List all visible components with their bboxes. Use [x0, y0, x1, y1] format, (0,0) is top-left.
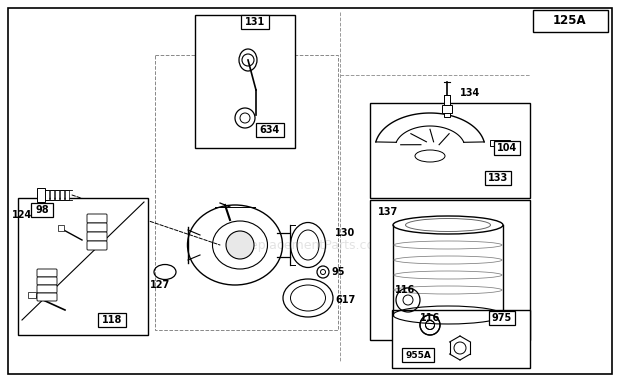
Bar	[533, 10, 608, 32]
Text: 617: 617	[335, 295, 355, 305]
Bar	[490, 140, 510, 146]
Text: 98: 98	[35, 205, 49, 215]
Bar	[370, 103, 530, 198]
Text: 975: 975	[492, 313, 512, 323]
Text: 130: 130	[335, 228, 355, 238]
FancyBboxPatch shape	[37, 277, 57, 285]
Text: 118: 118	[102, 315, 122, 325]
FancyBboxPatch shape	[87, 241, 107, 250]
Text: 124: 124	[12, 210, 32, 220]
Text: 104: 104	[497, 143, 517, 153]
Bar	[58, 225, 64, 231]
Text: 125A: 125A	[553, 15, 587, 28]
Text: 131: 131	[245, 17, 265, 27]
Bar	[402, 348, 434, 362]
Bar	[60, 190, 64, 200]
Bar	[444, 95, 450, 117]
Bar	[28, 292, 36, 298]
Ellipse shape	[226, 231, 254, 259]
Bar	[31, 203, 53, 217]
Text: 955A: 955A	[405, 351, 431, 359]
Bar	[37, 188, 45, 202]
Bar	[489, 311, 515, 325]
Bar	[485, 171, 511, 185]
Bar	[155, 55, 338, 330]
Bar	[55, 190, 59, 200]
Text: 133: 133	[488, 173, 508, 183]
Text: 634: 634	[260, 125, 280, 135]
Bar	[370, 200, 530, 340]
FancyBboxPatch shape	[37, 293, 57, 301]
Text: 137: 137	[378, 207, 398, 217]
Bar	[494, 141, 520, 155]
Bar	[442, 105, 452, 113]
FancyBboxPatch shape	[37, 285, 57, 293]
Bar	[195, 15, 295, 148]
Bar	[65, 190, 69, 200]
FancyBboxPatch shape	[37, 269, 57, 277]
FancyBboxPatch shape	[87, 223, 107, 232]
Text: eReplacementParts.com: eReplacementParts.com	[234, 238, 386, 251]
Bar	[392, 310, 530, 368]
Text: 116: 116	[395, 285, 415, 295]
Bar	[18, 198, 148, 335]
Bar	[241, 15, 269, 29]
Bar	[256, 123, 284, 137]
Text: 116: 116	[420, 313, 440, 323]
Bar	[50, 190, 54, 200]
Text: 127: 127	[150, 280, 170, 290]
FancyBboxPatch shape	[87, 214, 107, 223]
FancyBboxPatch shape	[87, 232, 107, 241]
Bar	[45, 190, 49, 200]
Text: 95: 95	[332, 267, 345, 277]
Bar	[98, 313, 126, 327]
Text: 134: 134	[460, 88, 481, 98]
